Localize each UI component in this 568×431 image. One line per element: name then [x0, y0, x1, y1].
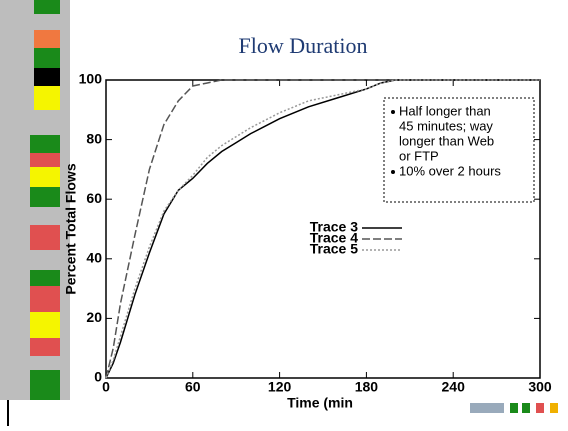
bullet	[391, 110, 395, 114]
legend-label: Trace 4	[310, 230, 358, 246]
series-line	[105, 79, 540, 379]
x-tick-label: 60	[185, 379, 201, 395]
x-tick-label: 120	[268, 379, 292, 395]
logo	[470, 403, 558, 413]
y-tick-label: 40	[86, 250, 102, 266]
annotation: Half longer than	[399, 103, 491, 118]
chart-title: Flow Duration	[239, 33, 368, 58]
legend-label: Trace 5	[310, 241, 358, 257]
annotation: 10% over 2 hours	[399, 163, 501, 178]
x-tick-label: 300	[528, 379, 552, 395]
bullet	[391, 170, 395, 174]
x-tick-label: 0	[102, 379, 110, 395]
y-tick-label: 20	[86, 309, 102, 325]
annotation: longer than Web	[399, 133, 494, 148]
y-tick-label: 0	[94, 369, 102, 385]
y-tick-label: 60	[86, 190, 102, 206]
series-line	[105, 79, 540, 379]
y-tick-label: 100	[79, 71, 103, 87]
y-tick-label: 80	[86, 130, 102, 146]
annotation: or FTP	[399, 148, 439, 163]
x-tick-label: 180	[355, 379, 379, 395]
y-axis-label: Percent Total Flows	[63, 163, 79, 294]
side-blocks	[30, 0, 60, 400]
legend-label: Trace 3	[310, 219, 358, 235]
x-axis-label: Time (min	[287, 395, 353, 411]
x-tick-label: 240	[442, 379, 466, 395]
annotation: 45 minutes; way	[399, 118, 493, 133]
annotation-box	[383, 97, 535, 203]
